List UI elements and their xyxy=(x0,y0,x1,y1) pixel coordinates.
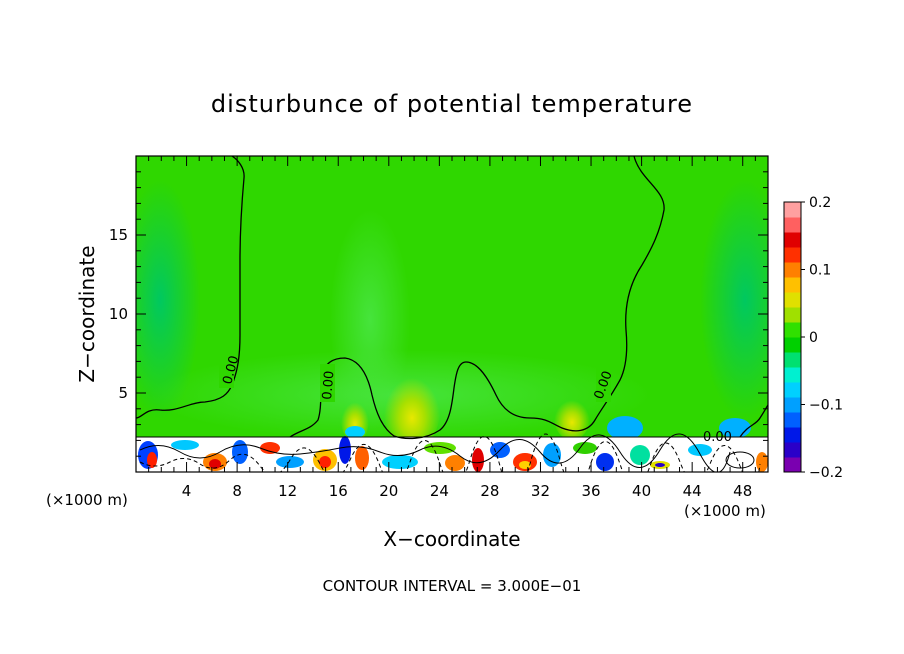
plot-area: 0.00 0.00 0.00 0.00 xyxy=(136,156,768,472)
contour-label-3-bg xyxy=(596,362,611,402)
colorbar-tick-label: −0.1 xyxy=(809,398,843,414)
colorbar-ticks: 0.2 0.1 0 −0.1 −0.2 xyxy=(801,195,843,481)
x-tick-label: 8 xyxy=(232,482,242,500)
y-axis-label: Z−coordinate xyxy=(75,245,99,382)
y-tick-label: 5 xyxy=(118,384,128,402)
colorbar-swatch xyxy=(784,247,801,263)
field-cold-3 xyxy=(345,426,365,438)
bl-contours-2 xyxy=(139,433,761,472)
x-tick-label: 44 xyxy=(683,482,702,500)
bl-blob-20 xyxy=(543,443,561,467)
contour-label-4: 0.00 xyxy=(703,430,732,445)
bl-blob-12 xyxy=(355,446,369,470)
colorbar-swatch xyxy=(784,412,801,428)
x-tick-label: 20 xyxy=(379,482,398,500)
x-tick-label: 48 xyxy=(733,482,752,500)
field-plume-warm-1 xyxy=(384,370,440,450)
x-tick-label: 12 xyxy=(278,482,297,500)
colorbar-swatch xyxy=(784,217,801,233)
colorbar-swatch xyxy=(784,307,801,323)
bl-blob-14 xyxy=(424,442,456,454)
x-tick-label: 24 xyxy=(430,482,449,500)
bl-blob-5 xyxy=(209,459,221,469)
bl-blob-13 xyxy=(382,455,418,469)
bl-blob-11 xyxy=(339,436,351,464)
bl-blob-15 xyxy=(445,455,465,471)
colorbar xyxy=(784,202,801,473)
x-tick-label: 28 xyxy=(480,482,499,500)
bl-blob-25 xyxy=(655,463,665,467)
contour-label-1-bg xyxy=(219,350,234,388)
colorbar-swatch xyxy=(784,457,801,473)
x-tick-labels: 4 8 12 16 20 24 28 32 36 40 44 48 xyxy=(182,482,752,500)
colorbar-tick-label: 0 xyxy=(809,330,818,346)
x-tick-label: 4 xyxy=(182,482,192,500)
x-tick-label: 16 xyxy=(329,482,348,500)
x-unit-right: (×1000 m) xyxy=(684,502,766,520)
bl-blob-21 xyxy=(573,442,597,454)
zero-contour-3 xyxy=(739,404,768,438)
zero-contour-2 xyxy=(289,156,665,440)
chart-title: disturbunce of potential temperature xyxy=(211,90,693,118)
bl-blob-16 xyxy=(472,448,484,472)
bl-blob-22 xyxy=(596,453,614,471)
field-plume-warm-2 xyxy=(554,396,590,440)
contour-label-1: 0.00 xyxy=(220,354,242,386)
colorbar-swatch xyxy=(784,367,801,383)
colorbar-swatch xyxy=(784,262,801,278)
contour-labels: 0.00 0.00 0.00 0.00 xyxy=(219,350,732,445)
bl-blob-2 xyxy=(147,452,157,468)
colorbar-tick-label: 0.2 xyxy=(809,195,831,211)
y-tick-label: 10 xyxy=(109,305,128,323)
colorbar-swatch xyxy=(784,202,801,218)
x-tick-label: 32 xyxy=(531,482,550,500)
colorbar-swatch xyxy=(784,277,801,293)
bl-blob-27 xyxy=(725,451,755,469)
colorbar-swatch xyxy=(784,337,801,353)
bl-blob-7 xyxy=(260,442,280,454)
boundary-layer xyxy=(136,433,768,472)
x-tick-label: 40 xyxy=(632,482,651,500)
field-plume-light xyxy=(330,210,410,430)
colorbar-swatch xyxy=(784,382,801,398)
bl-blob-3 xyxy=(171,440,199,450)
y-tick-label: 15 xyxy=(109,226,128,244)
bl-blob-8 xyxy=(276,456,304,468)
x-unit-left: (×1000 m) xyxy=(46,491,128,509)
colorbar-swatch xyxy=(784,427,801,443)
field-cool-right xyxy=(700,180,768,420)
colorbar-swatch xyxy=(784,352,801,368)
bl-contours xyxy=(139,433,731,472)
colorbar-swatch xyxy=(784,397,801,413)
field-cool-left xyxy=(136,180,200,420)
contour-label-2-bg xyxy=(320,364,335,402)
colorbar-tick-label: −0.2 xyxy=(809,465,843,481)
bl-blob-10 xyxy=(319,456,331,468)
bl-blob-26 xyxy=(688,444,712,456)
colorbar-tick-label: 0.1 xyxy=(809,263,831,279)
bl-blob-28 xyxy=(756,452,768,472)
x-tick-label: 36 xyxy=(581,482,600,500)
bl-blob-23 xyxy=(630,445,650,465)
y-tick-labels: 5 10 15 xyxy=(109,226,128,402)
colorbar-swatch xyxy=(784,322,801,338)
colorbar-swatch xyxy=(784,292,801,308)
axis-ticks xyxy=(136,156,768,472)
colorbar-swatch xyxy=(784,232,801,248)
colorbar-swatch xyxy=(784,442,801,458)
bl-blob-6 xyxy=(232,440,248,464)
field-cold-1 xyxy=(607,416,643,440)
x-axis-label: X−coordinate xyxy=(383,527,520,551)
contour-interval: CONTOUR INTERVAL = 3.000E−01 xyxy=(323,577,582,595)
contour-label-2: 0.00 xyxy=(320,370,337,400)
